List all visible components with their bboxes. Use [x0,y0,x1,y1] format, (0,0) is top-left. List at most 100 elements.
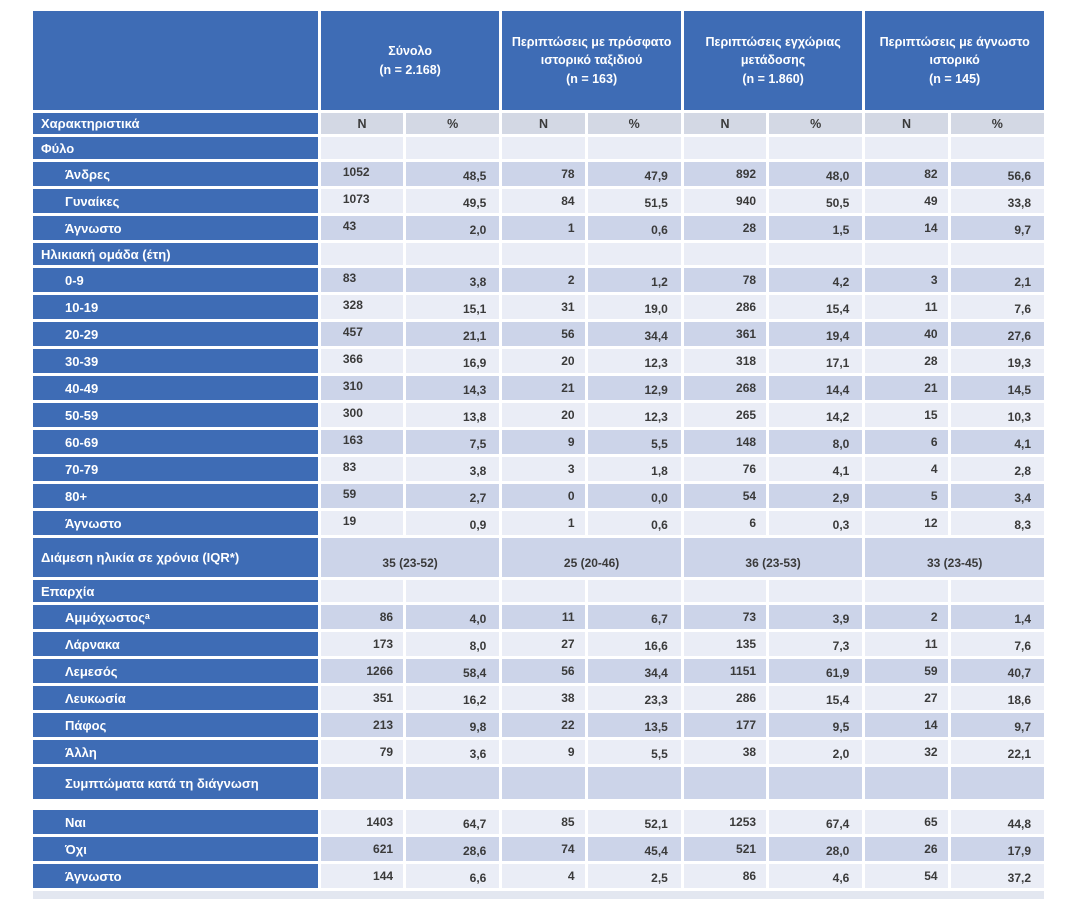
cell-pct: 64,7 [406,810,500,834]
cell-pct: 6,7 [587,605,681,629]
empty-cell [406,580,500,602]
cell-pct: 2,9 [769,484,863,508]
cell-n: 38 [683,740,767,764]
cell-n: 4 [865,457,948,481]
cell-n: 1266 [320,659,404,683]
cell-pct: 5,5 [587,430,681,454]
cell-n: 163 [320,430,404,454]
cell-pct: 2,1 [950,268,1044,292]
row-label: 50-59 [33,403,318,427]
cell-pct: 9,7 [950,713,1044,737]
cases-characteristics-table: Σύνολο (n = 2.168) Περιπτώσεις με πρόσφα… [30,8,1047,902]
cell-n: 83 [320,457,404,481]
cell-n: 177 [683,713,767,737]
empty-cell [587,580,681,602]
cell-n: 76 [683,457,767,481]
empty-cell [769,767,863,799]
cell-n: 85 [502,810,585,834]
median-age-iqr-cell: 36 (23-53) [683,538,863,577]
cell-pct: 17,9 [950,837,1044,861]
cell-n: 457 [320,322,404,346]
cell-pct: 28,0 [769,837,863,861]
cell-n: 3 [865,268,948,292]
cell-n: 268 [683,376,767,400]
cell-pct: 15,4 [769,295,863,319]
cell-pct: 13,8 [406,403,500,427]
empty-cell [587,767,681,799]
cell-pct: 3,4 [950,484,1044,508]
cell-n: 28 [683,216,767,240]
cell-pct: 1,2 [587,268,681,292]
cell-pct: 7,3 [769,632,863,656]
cell-n: 1 [502,511,585,535]
cell-pct: 15,1 [406,295,500,319]
cell-n: 286 [683,686,767,710]
cell-n: 79 [320,740,404,764]
cell-pct: 0,6 [587,216,681,240]
cell-pct: 33,8 [950,189,1044,213]
cell-pct: 16,6 [587,632,681,656]
cell-n: 328 [320,295,404,319]
cell-pct: 51,5 [587,189,681,213]
table-row [33,891,1044,899]
empty-cell [502,580,585,602]
table-row: Επαρχία [33,580,1044,602]
cell-n: 286 [683,295,767,319]
empty-cell [320,137,404,159]
cell-n: 56 [502,659,585,683]
empty-cell [502,137,585,159]
cell-pct: 4,1 [950,430,1044,454]
cell-pct: 48,5 [406,162,500,186]
empty-cell [406,243,500,265]
row-label: Διάμεση ηλικία σε χρόνια (IQR*) [33,538,318,577]
row-label: 10-19 [33,295,318,319]
empty-cell [950,767,1044,799]
cell-n: 43 [320,216,404,240]
cell-n: 9 [502,740,585,764]
cell-n: 265 [683,403,767,427]
empty-cell [950,243,1044,265]
cell-n: 892 [683,162,767,186]
cell-pct: 2,0 [769,740,863,764]
row-label: 0-9 [33,268,318,292]
n-column-header: N [320,113,404,134]
cell-n: 135 [683,632,767,656]
table-row: Λάρνακα 173 8,0 27 16,6 135 7,3 11 7,6 [33,632,1044,656]
median-age-iqr-cell: 33 (23-45) [865,538,1044,577]
cell-pct: 2,8 [950,457,1044,481]
section-label: Επαρχία [33,580,318,602]
table-row: Γυναίκες 1073 49,5 84 51,5 940 50,5 49 33,8 [33,189,1044,213]
median-age-iqr-cell: 35 (23-52) [320,538,500,577]
cell-pct: 10,3 [950,403,1044,427]
empty-cell [769,580,863,602]
cell-pct: 40,7 [950,659,1044,683]
empty-cell [406,137,500,159]
column-group-local-transmission: Περιπτώσεις εγχώριας μετάδοσης (n = 1.86… [683,11,863,110]
cell-n: 5 [865,484,948,508]
cell-n: 621 [320,837,404,861]
cell-pct: 4,2 [769,268,863,292]
table-row: Όχι 621 28,6 74 45,4 521 28,0 26 17,9 [33,837,1044,861]
cell-n: 54 [683,484,767,508]
row-label: Άγνωστο [33,864,318,888]
cell-n: 11 [865,295,948,319]
cell-n: 148 [683,430,767,454]
section-label: Ηλικιακή ομάδα (έτη) [33,243,318,265]
cell-n: 1052 [320,162,404,186]
cell-pct: 0,6 [587,511,681,535]
section-label: Φύλο [33,137,318,159]
cell-pct: 3,8 [406,457,500,481]
cell-pct: 14,4 [769,376,863,400]
cell-pct: 12,9 [587,376,681,400]
cell-n: 144 [320,864,404,888]
row-label: Λεμεσός [33,659,318,683]
cell-n: 21 [502,376,585,400]
empty-cell [683,767,767,799]
cell-n: 31 [502,295,585,319]
column-group-travel-history: Περιπτώσεις με πρόσφατο ιστορικό ταξιδιο… [502,11,681,110]
n-column-header: N [683,113,767,134]
cell-n: 59 [865,659,948,683]
corner-cell [33,11,318,110]
cell-pct: 14,2 [769,403,863,427]
